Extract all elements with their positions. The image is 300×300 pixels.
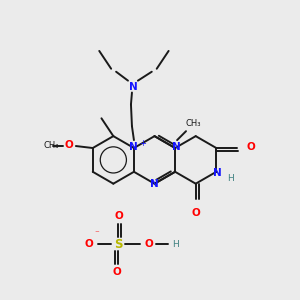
Text: O: O bbox=[84, 239, 93, 249]
Text: N: N bbox=[213, 168, 222, 178]
Text: O: O bbox=[115, 212, 124, 221]
Text: O: O bbox=[64, 140, 73, 150]
Text: H: H bbox=[172, 240, 179, 249]
Text: N: N bbox=[150, 179, 159, 189]
Text: CH₃: CH₃ bbox=[185, 119, 201, 128]
Text: N: N bbox=[172, 142, 181, 152]
Text: O: O bbox=[145, 239, 153, 249]
Text: CH₃: CH₃ bbox=[43, 140, 59, 149]
Text: H: H bbox=[227, 174, 233, 183]
Text: O: O bbox=[113, 267, 122, 277]
Text: N: N bbox=[129, 142, 137, 152]
Text: O: O bbox=[247, 142, 255, 152]
Text: S: S bbox=[114, 238, 122, 250]
Text: +: + bbox=[140, 139, 146, 148]
Text: N: N bbox=[129, 82, 137, 92]
Text: ⁻: ⁻ bbox=[94, 230, 99, 239]
Text: O: O bbox=[191, 208, 200, 218]
